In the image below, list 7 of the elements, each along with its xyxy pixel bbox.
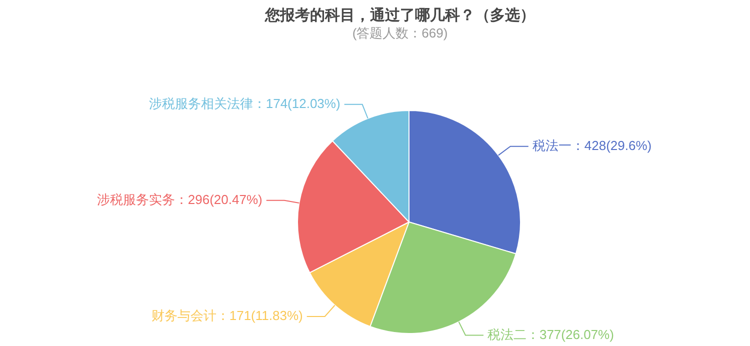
- slice-label: 涉税服务实务：296(20.47%): [96, 192, 262, 207]
- slice-label: 税法一：428(29.6%): [532, 138, 652, 153]
- slice-label: 涉税服务相关法律：174(12.03%): [148, 96, 340, 112]
- chart-title: 您报考的科目，通过了哪几科？（多选）: [264, 7, 535, 24]
- slice-label: 财务与会计：171(11.83%): [151, 308, 303, 324]
- chart-subtitle: (答题人数：669): [352, 26, 448, 41]
- slice-label: 税法二：377(26.07%): [487, 326, 614, 342]
